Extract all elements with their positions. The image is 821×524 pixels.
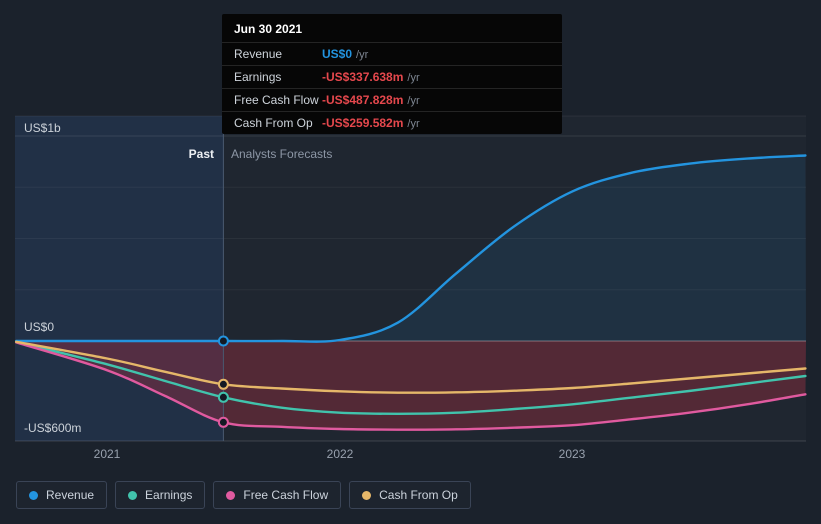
chart-legend: Revenue Earnings Free Cash Flow Cash Fro… — [16, 481, 471, 509]
tooltip-metric-label: Earnings — [234, 70, 282, 84]
legend-item-free-cash-flow[interactable]: Free Cash Flow — [213, 481, 342, 509]
legend-item-revenue[interactable]: Revenue — [16, 481, 108, 509]
forecast-region-label: Analysts Forecasts — [231, 147, 333, 161]
tooltip-metric-value: -US$337.638m — [322, 70, 404, 84]
tooltip-row-cash-from-op: Cash From Op -US$259.582m /yr — [222, 111, 562, 134]
earnings-series-dot-icon — [128, 490, 138, 500]
tooltip-date: Jun 30 2021 — [234, 22, 303, 36]
legend-item-label: Free Cash Flow — [243, 488, 329, 502]
tooltip-metric-value: -US$259.582m — [322, 116, 404, 130]
y-axis-label-zero: US$0 — [24, 320, 55, 334]
tooltip-row-revenue: Revenue US$0 /yr — [222, 42, 562, 65]
legend-item-earnings[interactable]: Earnings — [115, 481, 206, 509]
tooltip-metric-unit: /yr — [407, 118, 420, 130]
tooltip-row-earnings: Earnings -US$337.638m /yr — [222, 65, 562, 88]
y-axis-label-neg600m: -US$600m — [24, 421, 82, 435]
tooltip-metric-unit: /yr — [356, 49, 369, 61]
x-tick-2023: 2023 — [558, 447, 586, 461]
revenue-series-dot-icon — [29, 490, 38, 500]
tooltip-metric-label: Revenue — [234, 47, 283, 61]
legend-item-label: Earnings — [145, 488, 193, 502]
tooltip-row-free-cash-flow: Free Cash Flow -US$487.828m /yr — [222, 88, 562, 111]
tooltip-metric-unit: /yr — [407, 95, 420, 107]
legend-item-label: Revenue — [46, 488, 95, 502]
cash-from-op-series-dot-icon — [362, 490, 372, 500]
tooltip-metric-value: -US$487.828m — [322, 93, 404, 107]
tooltip-metric-label: Cash From Op — [234, 116, 313, 130]
y-axis-label-1b: US$1b — [24, 121, 61, 135]
tooltip-metric-value: US$0 — [322, 47, 353, 61]
tooltip-metric-unit: /yr — [407, 72, 420, 84]
x-tick-2022: 2022 — [326, 447, 354, 461]
legend-item-label: Cash From Op — [379, 488, 458, 502]
past-region-label: Past — [188, 147, 214, 161]
x-tick-2021: 2021 — [93, 447, 121, 461]
legend-item-cash-from-op[interactable]: Cash From Op — [349, 481, 471, 509]
chart-tooltip: Jun 30 2021 Revenue US$0 /yr Earnings -U… — [222, 14, 562, 134]
tooltip-metric-label: Free Cash Flow — [234, 93, 319, 107]
free-cash-flow-series-dot-icon — [226, 490, 236, 500]
